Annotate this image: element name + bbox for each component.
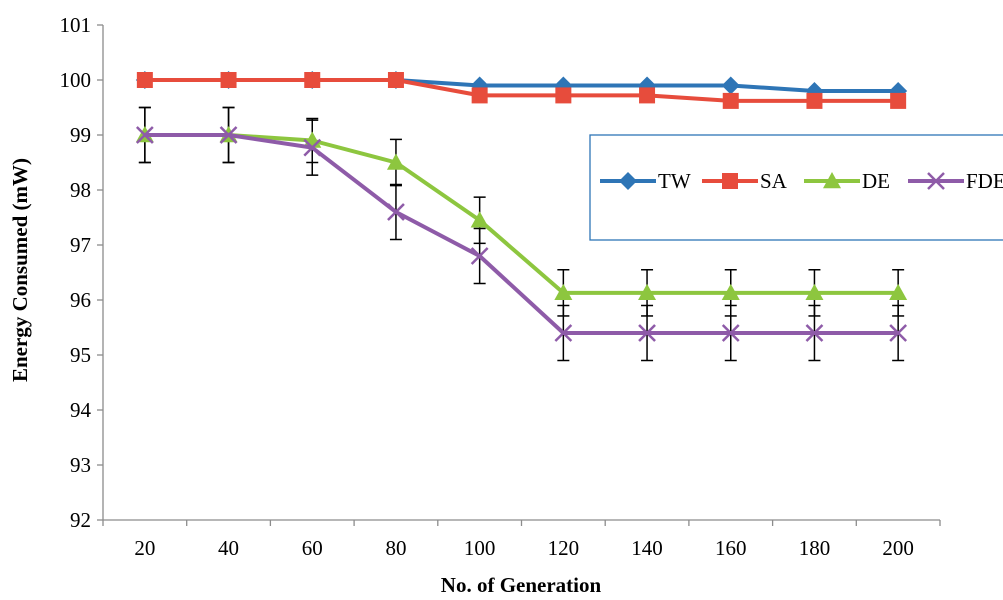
data-point-sa [387, 72, 404, 88]
data-point-de [554, 283, 573, 301]
series-line-de [144, 133, 899, 295]
series-line-fde [144, 133, 899, 335]
x-tick-label: 100 [464, 536, 496, 560]
data-point-fde [135, 126, 154, 144]
data-point-de [386, 153, 405, 170]
legend-label-fde: FDE [966, 169, 1003, 193]
data-point-legend-sa [722, 173, 738, 189]
y-tick-label: 99 [70, 123, 91, 147]
legend-label-de: DE [862, 169, 890, 193]
data-point-sa [304, 72, 321, 88]
data-point-sa [722, 92, 739, 109]
data-point-fde [554, 324, 573, 342]
y-axis: 92 93 94 95 96 97 98 99 100 101 [60, 13, 104, 532]
data-point-tw [721, 76, 740, 95]
x-tick-label: 120 [548, 536, 580, 560]
y-tick-label: 92 [70, 508, 91, 532]
x-tick-label: 180 [799, 536, 831, 560]
series-sa [136, 72, 907, 109]
x-tick-label: 20 [134, 536, 155, 560]
data-point-fde [889, 324, 908, 342]
data-point-fde [387, 203, 405, 221]
data-point-fde [219, 126, 238, 144]
legend-box [589, 134, 1003, 241]
y-axis-title: Energy Consumed (mW) [8, 158, 32, 382]
x-axis: 20 40 60 80 100 120 140 160 180 200 [102, 519, 941, 560]
legend-item-de: DE [804, 169, 890, 193]
x-axis-title: No. of Generation [441, 573, 602, 597]
y-tick-label: 97 [70, 233, 91, 257]
data-point-fde [805, 324, 824, 342]
data-point-de [889, 283, 908, 301]
y-tick-label: 100 [60, 68, 92, 92]
series-line-sa [144, 78, 899, 103]
x-tick-label: 200 [882, 536, 914, 560]
y-tick-label: 101 [60, 13, 92, 37]
x-tick-label: 60 [302, 536, 323, 560]
series-fde [135, 126, 908, 342]
data-point-sa [806, 92, 823, 109]
x-tick-label: 140 [631, 536, 663, 560]
legend-item-fde: FDE [908, 169, 1003, 193]
legend-label-tw: TW [658, 169, 691, 193]
data-point-sa [639, 87, 656, 104]
series-lines [135, 71, 908, 342]
y-tick-label: 95 [70, 343, 91, 367]
data-point-de [805, 283, 824, 301]
data-point-fde [470, 247, 489, 265]
data-point-fde [303, 138, 322, 157]
data-point-de [638, 283, 657, 301]
x-tick-label: 40 [218, 536, 239, 560]
data-point-legend-de [823, 172, 841, 189]
y-tick-label: 93 [70, 453, 91, 477]
y-tick-label: 98 [70, 178, 91, 202]
data-point-de [721, 283, 740, 301]
x-tick-label: 160 [715, 536, 747, 560]
y-tick-label: 94 [70, 398, 92, 422]
data-point-fde [638, 324, 656, 342]
legend: TW SA DE FDE [589, 134, 1003, 241]
y-tick-label: 96 [70, 288, 91, 312]
x-tick-label: 80 [385, 536, 406, 560]
data-point-sa [555, 87, 572, 104]
legend-label-sa: SA [760, 169, 788, 193]
data-point-sa [220, 72, 237, 88]
data-point-sa [471, 87, 488, 104]
data-point-legend-fde [927, 172, 945, 190]
legend-item-sa: SA [702, 169, 788, 193]
legend-item-tw: TW [600, 169, 691, 193]
data-point-sa [136, 72, 153, 88]
data-point-fde [721, 324, 740, 342]
data-point-de [470, 211, 489, 228]
data-point-sa [890, 92, 907, 109]
data-point-legend-tw [619, 172, 637, 190]
